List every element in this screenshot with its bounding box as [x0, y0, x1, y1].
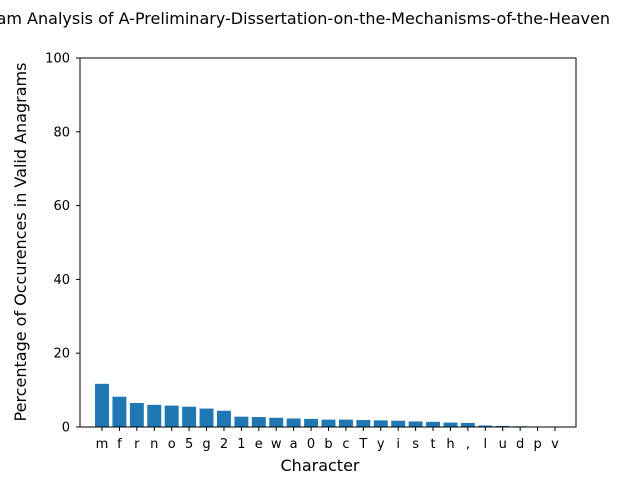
- x-tick-label-24: d: [516, 437, 524, 452]
- bar-11: [286, 418, 301, 427]
- bar-23: [495, 425, 510, 427]
- y-tick-label-4: 80: [53, 125, 70, 140]
- bar-13: [321, 419, 336, 427]
- x-tick-label-0: m: [96, 437, 109, 452]
- y-axis-ticks: 0 20 40 60 80 100: [45, 52, 80, 436]
- bar-20: [443, 422, 458, 427]
- x-tick-label-2: r: [134, 437, 140, 452]
- bar-4: [164, 405, 179, 427]
- y-tick-label-3: 60: [53, 199, 70, 214]
- bar-0: [95, 383, 109, 427]
- x-tick-label-11: a: [290, 437, 298, 452]
- x-tick-label-22: l: [483, 437, 487, 452]
- y-axis-label: Percentage of Occurences in Valid Anagra…: [11, 63, 30, 422]
- x-tick-label-6: g: [202, 437, 210, 452]
- x-tick-label-23: u: [499, 437, 507, 452]
- x-tick-label-1: f: [117, 437, 122, 452]
- bar-7: [216, 410, 231, 427]
- bar-3: [147, 404, 162, 427]
- chart-title: ram Analysis of A-Preliminary-Dissertati…: [0, 9, 610, 28]
- bar-16: [373, 420, 388, 427]
- bar-1: [112, 396, 127, 427]
- y-tick-label-2: 40: [53, 273, 70, 288]
- x-tick-label-16: y: [377, 437, 385, 452]
- x-tick-label-10: w: [271, 437, 282, 452]
- bar-15: [356, 419, 371, 427]
- x-tick-label-18: s: [412, 437, 419, 452]
- y-tick-label-0: 0: [62, 421, 70, 436]
- bars: [95, 383, 562, 427]
- x-tick-label-17: i: [396, 437, 400, 452]
- x-tick-label-4: o: [168, 437, 176, 452]
- x-tick-label-7: 2: [220, 437, 228, 452]
- x-tick-label-13: b: [324, 437, 332, 452]
- bar-8: [234, 416, 249, 427]
- bar-22: [478, 425, 493, 427]
- bar-19: [426, 421, 441, 427]
- x-tick-label-14: c: [342, 437, 349, 452]
- bar-9: [251, 417, 266, 427]
- bar-21: [460, 422, 475, 427]
- bar-17: [391, 420, 406, 427]
- bar-6: [199, 408, 214, 427]
- y-tick-label-5: 100: [45, 52, 70, 67]
- x-tick-label-12: 0: [307, 437, 315, 452]
- x-tick-label-25: p: [533, 437, 541, 452]
- bar-12: [304, 418, 319, 427]
- x-tick-label-8: 1: [237, 437, 245, 452]
- bar-5: [182, 406, 197, 427]
- x-tick-label-9: e: [255, 437, 263, 452]
- bar-10: [269, 417, 284, 427]
- bar-14: [338, 419, 353, 427]
- x-tick-label-21: ,: [466, 437, 470, 452]
- y-tick-label-1: 20: [53, 347, 70, 362]
- x-tick-label-19: t: [430, 437, 435, 452]
- bar-2: [129, 403, 144, 427]
- x-tick-label-26: v: [551, 437, 559, 452]
- bar-18: [408, 421, 423, 427]
- plot-frame: [79, 57, 577, 428]
- x-tick-label-20: h: [446, 437, 454, 452]
- x-tick-label-3: n: [150, 437, 158, 452]
- x-tick-label-15: T: [358, 437, 367, 452]
- x-tick-label-5: 5: [185, 437, 193, 452]
- x-axis-label: Character: [281, 456, 360, 475]
